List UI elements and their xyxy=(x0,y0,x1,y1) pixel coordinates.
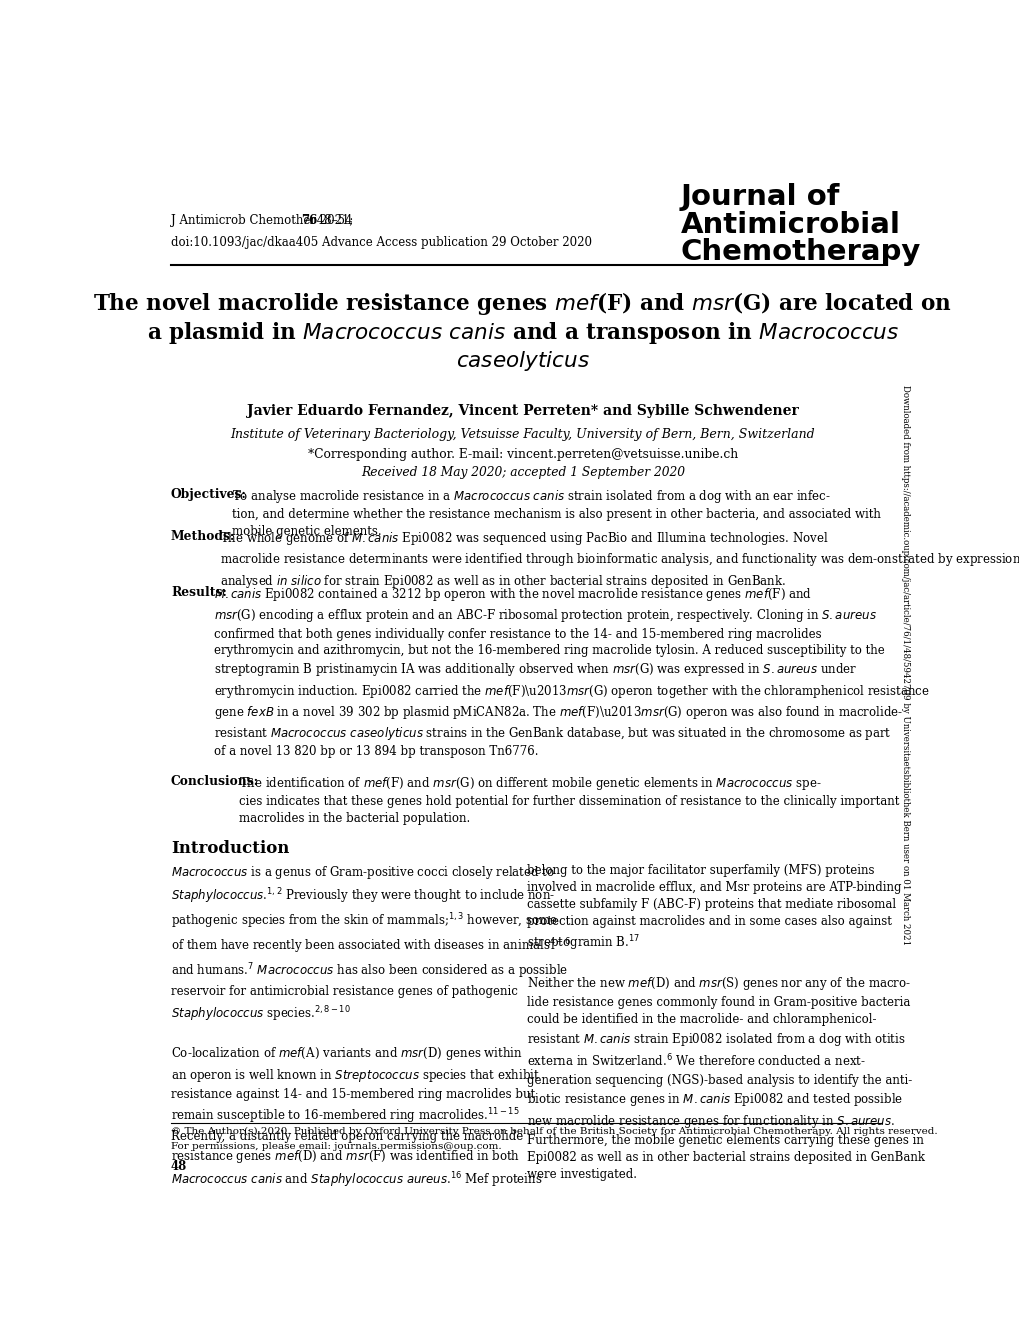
Text: : 48–54: : 48–54 xyxy=(309,213,353,227)
Text: belong to the major facilitator superfamily (MFS) proteins
involved in macrolide: belong to the major facilitator superfam… xyxy=(526,864,924,1181)
Text: The whole genome of $\it{M. canis}$ Epi0082 was sequenced using PacBio and Illum: The whole genome of $\it{M. canis}$ Epi0… xyxy=(220,531,1019,590)
Text: *Corresponding author. E-mail: vincent.perreten@vetsuisse.unibe.ch: *Corresponding author. E-mail: vincent.p… xyxy=(308,448,737,461)
Text: Institute of Veterinary Bacteriology, Vetsuisse Faculty, University of Bern, Ber: Institute of Veterinary Bacteriology, Ve… xyxy=(230,428,814,441)
Text: $\it{caseolyticus}$: $\it{caseolyticus}$ xyxy=(455,349,589,373)
Text: To analyse macrolide resistance in a $\it{Macrococcus}$ $\it{canis}$ strain isol: To analyse macrolide resistance in a $\i… xyxy=(231,487,879,537)
Text: Objectives:: Objectives: xyxy=(171,487,247,500)
Text: J Antimicrob Chemother 2021;: J Antimicrob Chemother 2021; xyxy=(171,213,357,227)
Text: $\it{M. canis}$ Epi0082 contained a 3212 bp operon with the novel macrolide resi: $\it{M. canis}$ Epi0082 contained a 3212… xyxy=(214,586,929,759)
Text: doi:10.1093/jac/dkaa405 Advance Access publication 29 October 2020: doi:10.1093/jac/dkaa405 Advance Access p… xyxy=(171,236,591,249)
Text: Introduction: Introduction xyxy=(171,839,289,856)
Text: a plasmid in $\it{Macrococcus}$ $\it{canis}$ and a transposon in $\it{Macrococcu: a plasmid in $\it{Macrococcus}$ $\it{can… xyxy=(147,320,898,346)
Text: The identification of $\it{mef}$(F) and $\it{msr}$(G) on different mobile geneti: The identification of $\it{mef}$(F) and … xyxy=(238,774,899,824)
Text: Results:: Results: xyxy=(171,586,226,599)
Text: $\it{Macrococcus}$ is a genus of Gram-positive cocci closely related to
$\it{Sta: $\it{Macrococcus}$ is a genus of Gram-po… xyxy=(171,864,571,1191)
Text: Javier Eduardo Fernandez, Vincent Perreten* and Sybille Schwendener: Javier Eduardo Fernandez, Vincent Perret… xyxy=(247,404,798,419)
Text: The novel macrolide resistance genes $\it{mef}$(F) and $\it{msr}$(G) are located: The novel macrolide resistance genes $\i… xyxy=(93,290,952,317)
Text: 76: 76 xyxy=(302,213,317,227)
Text: Chemotherapy: Chemotherapy xyxy=(681,238,920,266)
Text: Journal of: Journal of xyxy=(681,183,840,212)
Text: Antimicrobial: Antimicrobial xyxy=(681,211,900,238)
Text: © The Author(s) 2020. Published by Oxford University Press on behalf of the Brit: © The Author(s) 2020. Published by Oxfor… xyxy=(171,1126,936,1135)
Text: Conclusions:: Conclusions: xyxy=(171,774,259,788)
Text: 48: 48 xyxy=(171,1160,187,1173)
Text: Downloaded from https://academic.oup.com/jac/article/76/1/48/5942709 by Universi: Downloaded from https://academic.oup.com… xyxy=(900,385,909,946)
Text: For permissions, please email: journals.permissions@oup.com.: For permissions, please email: journals.… xyxy=(171,1142,501,1151)
Text: Methods:: Methods: xyxy=(171,531,235,543)
Text: Received 18 May 2020; accepted 1 September 2020: Received 18 May 2020; accepted 1 Septemb… xyxy=(361,466,684,479)
